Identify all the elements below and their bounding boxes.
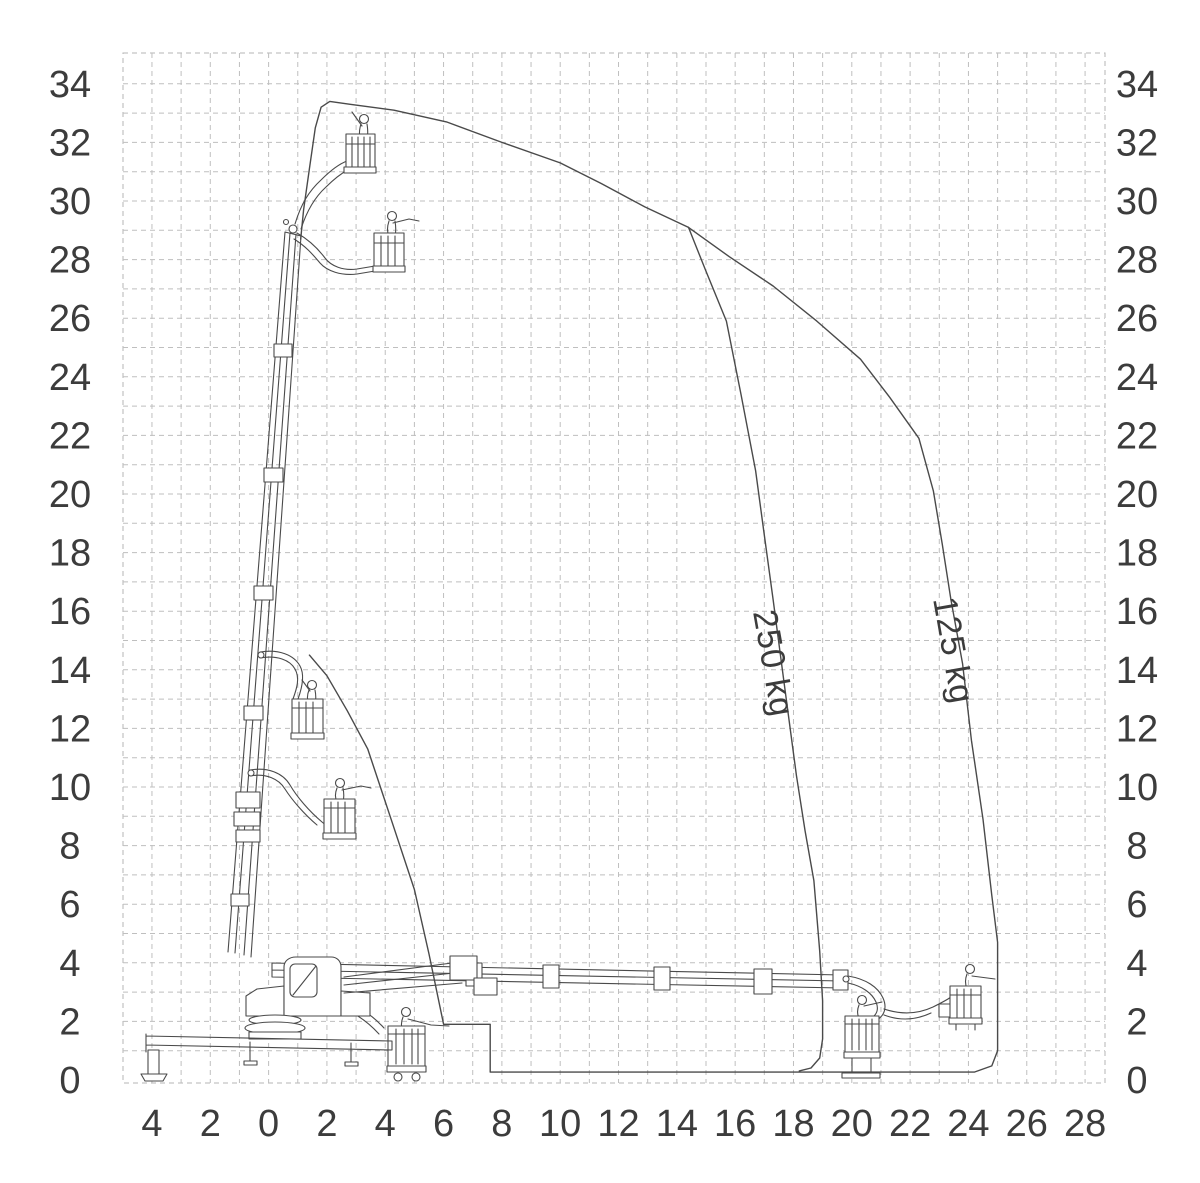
- platform-basket: [373, 232, 405, 271]
- operator-figure: [386, 218, 420, 237]
- y-axis-tick-label-right: 14: [1116, 650, 1158, 692]
- y-axis-tick-label-left: 6: [59, 884, 80, 926]
- x-axis-tick-label: 22: [889, 1103, 931, 1145]
- y-axis-tick-label-left: 34: [49, 64, 91, 106]
- y-axis-tick-label-left: 24: [49, 357, 91, 399]
- basket-position-lower-mid: [247, 768, 372, 840]
- linkage-arms: [343, 962, 463, 994]
- y-axis-tick-label-left: 26: [49, 298, 91, 340]
- y-axis-tick-label-right: 34: [1116, 64, 1158, 106]
- x-axis-tick-label: 6: [433, 1103, 454, 1145]
- basket-position-right-low: [841, 975, 886, 1079]
- y-axis-tick-label-right: 4: [1126, 943, 1147, 985]
- y-axis-tick-label-left: 8: [59, 826, 80, 868]
- turret-and-cab: [244, 955, 498, 1040]
- platform-basket: [323, 798, 356, 838]
- x-axis-tick-label: 18: [772, 1103, 814, 1145]
- y-axis-tick-label-right: 30: [1116, 181, 1158, 223]
- x-axis-tick-label: 14: [656, 1103, 698, 1145]
- y-axis-tick-label-right: 32: [1116, 122, 1158, 164]
- y-axis-tick-label-right: 16: [1116, 591, 1158, 633]
- cab-window: [289, 963, 318, 998]
- capacity-envelopes: [300, 100, 999, 1073]
- y-axis-tick-label-left: 22: [49, 415, 91, 457]
- x-axis-tick-label: 24: [947, 1103, 989, 1145]
- operator-head: [358, 113, 370, 125]
- x-axis-ticks: 4 2 0 2 4 6 8 10 12 14 16 18 20 22 24 26 28: [141, 1103, 1106, 1145]
- outriggers: [140, 1033, 393, 1082]
- x-axis-tick-label: 4: [141, 1103, 162, 1145]
- x-axis-tick-label: 12: [597, 1103, 639, 1145]
- operator-head: [856, 994, 868, 1006]
- y-axis-tick-label-left: 2: [59, 1001, 80, 1043]
- y-axis-tick-label-right: 6: [1126, 884, 1147, 926]
- x-axis-tick-label: 16: [714, 1103, 756, 1145]
- outrigger-jack: [147, 1049, 160, 1075]
- operator-head: [964, 963, 976, 975]
- x-axis-tick-label: 4: [375, 1103, 396, 1145]
- basket-position-top: [294, 111, 377, 230]
- x-axis-tick-label: 28: [1064, 1103, 1106, 1145]
- envelope-250kg-label: 250 kg: [745, 607, 801, 720]
- y-axis-tick-label-left: 14: [49, 650, 91, 692]
- basket-position-far-right: [883, 963, 996, 1031]
- x-axis-tick-label: 20: [831, 1103, 873, 1145]
- y-axis-tick-label-left: 30: [49, 181, 91, 223]
- y-axis-tick-label-left: 16: [49, 591, 91, 633]
- x-axis-tick-label: 2: [200, 1103, 221, 1145]
- y-axis-tick-label-right: 0: [1126, 1060, 1147, 1102]
- y-axis-tick-label-right: 28: [1116, 240, 1158, 282]
- boom-top-pivot: [288, 224, 298, 234]
- y-axis-tick-label-left: 20: [49, 474, 91, 516]
- y-axis-tick-label-left: 10: [49, 767, 91, 809]
- y-axis-tick-label-right: 26: [1116, 298, 1158, 340]
- platform-basket: [387, 1025, 426, 1072]
- y-axis-tick-label-right: 24: [1116, 357, 1158, 399]
- boom-lift-drawing: [140, 111, 996, 1082]
- basket-position-mid: [257, 650, 325, 740]
- y-axis-tick-label-left: 18: [49, 533, 91, 575]
- y-axis-tick-label-left: 28: [49, 240, 91, 282]
- y-axis-tick-label-right: 20: [1116, 474, 1158, 516]
- y-axis-tick-label-right: 10: [1116, 767, 1158, 809]
- x-axis-tick-label: 8: [491, 1103, 512, 1145]
- telescopic-boom-vertical: [227, 218, 302, 958]
- grid-frame: [122, 52, 1106, 1084]
- y-axis-tick-label-left: 32: [49, 122, 91, 164]
- y-axis-tick-label-right: 18: [1116, 533, 1158, 575]
- y-axis-tick-label-left: 4: [59, 943, 80, 985]
- basket-position-upper: [293, 210, 420, 275]
- basket-position-near-ground: [336, 999, 450, 1082]
- y-axis-tick-label-right: 2: [1126, 1001, 1147, 1043]
- y-axis-tick-label-right: 22: [1116, 415, 1158, 457]
- operator-head: [386, 210, 398, 222]
- operator-head: [334, 777, 346, 789]
- x-axis-tick-label: 2: [316, 1103, 337, 1145]
- y-axis-tick-label-right: 8: [1126, 826, 1147, 868]
- y-axis-tick-label-left: 12: [49, 708, 91, 750]
- x-axis-tick-label: 10: [539, 1103, 581, 1145]
- outrigger-pad: [140, 1073, 168, 1082]
- x-axis-tick-label: 0: [258, 1103, 279, 1145]
- grid-lines: [122, 52, 1106, 1084]
- y-axis-tick-label-left: 0: [59, 1060, 80, 1102]
- platform-basket: [844, 1015, 880, 1057]
- platform-basket: [291, 698, 324, 738]
- operator-head: [306, 679, 318, 691]
- envelope-125kg-curve: [300, 100, 999, 1073]
- operator-figure: [334, 785, 372, 803]
- platform-basket: [345, 133, 376, 172]
- x-axis-tick-label: 26: [1006, 1103, 1048, 1145]
- envelope-250kg-curve: [687, 226, 824, 1072]
- operator-head: [400, 1006, 412, 1018]
- y-axis-tick-label-right: 12: [1116, 708, 1158, 750]
